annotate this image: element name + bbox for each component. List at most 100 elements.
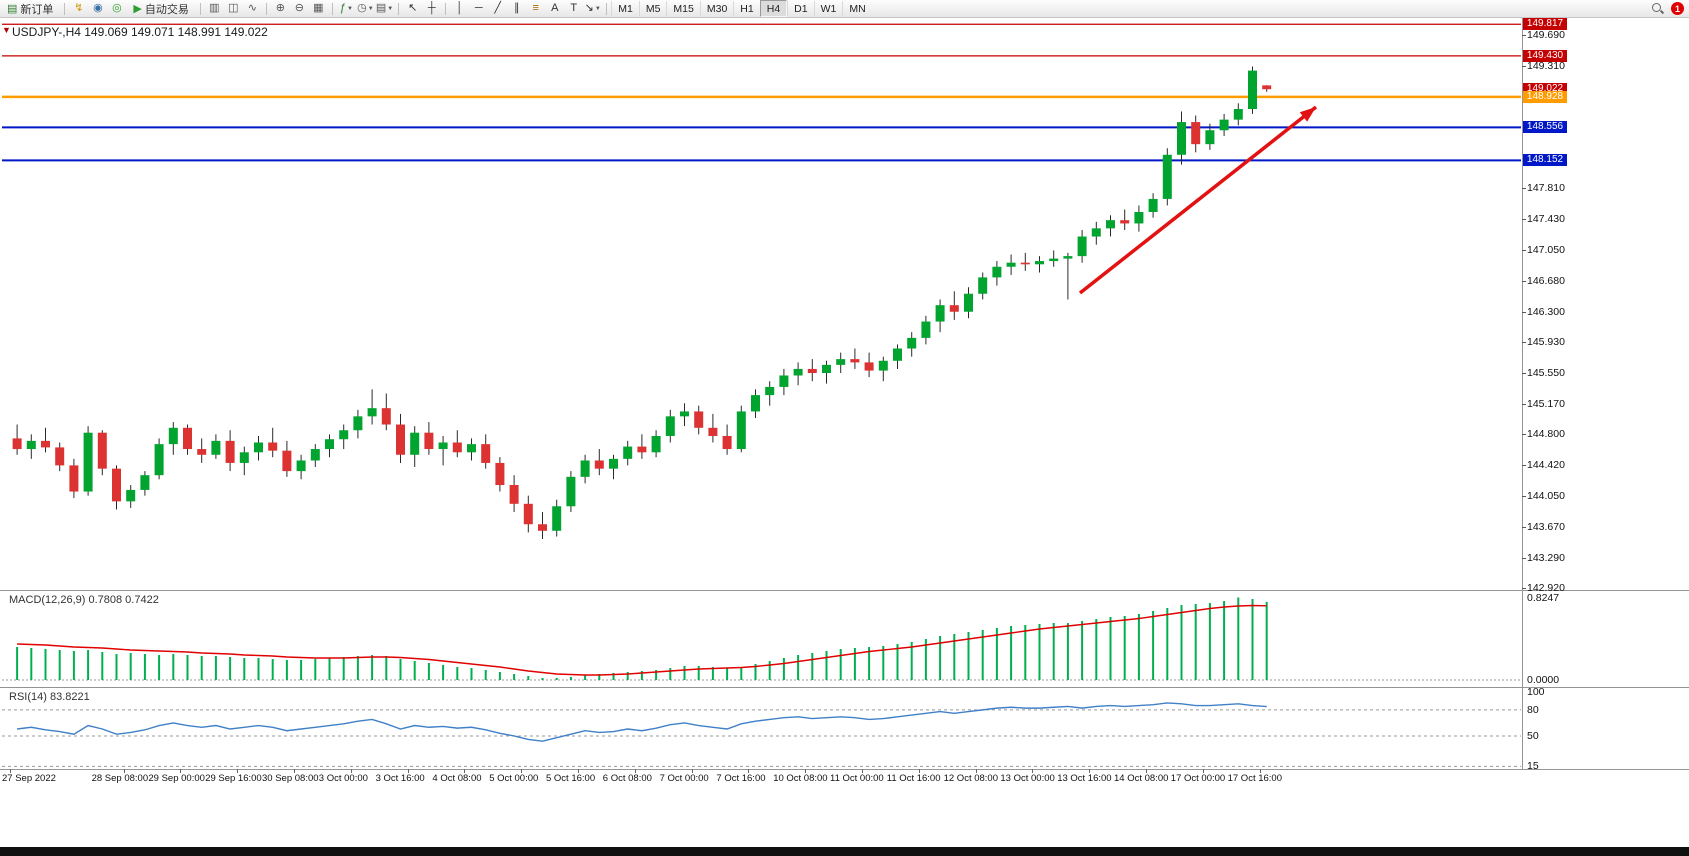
community-icon[interactable]: ◉: [93, 2, 103, 14]
rsi-panel-separator[interactable]: [0, 687, 1689, 688]
rsi-axis-label: 80: [1527, 703, 1539, 716]
chevron-down-icon: ▼: [367, 5, 374, 12]
time-axis-tickmark: [634, 769, 636, 773]
time-axis-tickmark: [805, 769, 807, 773]
arrows-icon[interactable]: ↘ ▼: [584, 2, 601, 14]
toolbar: ▤ 新订单 ↯ ◉ ◎ ▶ 自动交易 ▥ ◫ ∿ ⊕ ⊖ ▦ ƒ ▼ ◷ ▼ ▤ ▼ ↖ ┼ │ ─ ╱ ∥ ≡ A T ↘ ▼ M1 M5 M…: [0, 0, 1689, 18]
timeframe-m1[interactable]: M1: [611, 1, 639, 16]
time-axis-tickmark: [407, 769, 409, 773]
timeframe-m30[interactable]: M30: [699, 1, 733, 16]
charts-toggle-icon[interactable]: ↯: [74, 2, 84, 14]
price-axis-label: 146.300: [1527, 305, 1565, 318]
vertical-line-icon[interactable]: │: [456, 2, 464, 14]
bar-chart-icon[interactable]: ▥: [209, 2, 220, 14]
text-icon[interactable]: A: [551, 2, 559, 14]
price-axis-tickmark: [1522, 341, 1526, 343]
new-order-button-label: 新订单: [20, 3, 54, 16]
time-axis-tickmark: [1032, 769, 1034, 773]
price-badge-149.430: 149.430: [1523, 49, 1567, 62]
time-axis-tickmark: [862, 769, 863, 773]
search-icon[interactable]: [1651, 2, 1664, 15]
price-axis-label: 144.050: [1527, 489, 1565, 502]
time-axis-label: 29 Sep 00:00: [148, 773, 205, 784]
toolbar-separator: [265, 2, 267, 15]
timeframe-w1[interactable]: W1: [813, 1, 843, 16]
zoom-out-icon[interactable]: ⊖: [294, 2, 304, 14]
tile-windows-icon[interactable]: ▦: [313, 2, 324, 14]
price-badge-148.152: 148.152: [1523, 154, 1567, 167]
fibonacci-icon[interactable]: ≡: [532, 2, 539, 14]
price-axis-label: 145.170: [1527, 398, 1565, 411]
trend-arrow-head[interactable]: [1299, 107, 1316, 122]
autotrading-button[interactable]: ▶ 自动交易: [128, 1, 193, 16]
channel-icon[interactable]: ∥: [513, 2, 520, 14]
notification-badge[interactable]: 1: [1671, 2, 1684, 15]
time-axis-tickmark: [691, 769, 693, 773]
horizontal-line-icon[interactable]: ─: [474, 2, 483, 14]
timeframe-m5[interactable]: M5: [638, 1, 667, 16]
time-axis-label: 7 Oct 00:00: [659, 773, 709, 784]
templates-icon[interactable]: ▤ ▼: [375, 2, 394, 14]
price-axis-tickmark: [1522, 311, 1526, 313]
timeframe-h1[interactable]: H1: [733, 1, 759, 16]
time-axis-label: 12 Oct 08:00: [943, 773, 998, 784]
price-axis-label: 143.670: [1527, 520, 1565, 533]
new-order-button[interactable]: ▤ 新订单: [2, 1, 58, 16]
zoom-in-icon[interactable]: ⊕: [275, 2, 285, 14]
line-chart-icon[interactable]: ∿: [247, 2, 257, 14]
price-axis-separator: [1522, 17, 1523, 770]
time-axis-tickmark: [10, 769, 11, 773]
price-axis-tickmark: [1522, 526, 1526, 528]
rsi-line: [17, 702, 1267, 742]
periods-icon[interactable]: ◷ ▼: [357, 2, 374, 14]
timeframe-m15[interactable]: M15: [666, 1, 699, 16]
macd-axis-label: 0.0000: [1527, 674, 1560, 686]
crosshair-icon[interactable]: ┼: [427, 2, 436, 14]
time-axis-tickmark: [975, 769, 977, 773]
price-badge-148.928: 148.928: [1523, 90, 1567, 103]
price-axis-tickmark: [1522, 588, 1526, 589]
time-axis-label: 13 Oct 16:00: [1057, 773, 1112, 784]
price-axis-label: 143.290: [1527, 551, 1565, 564]
price-axis-label: 145.930: [1527, 335, 1565, 348]
bottom-strip: [0, 847, 1689, 856]
rsi-axis-label: 15: [1527, 760, 1539, 773]
label-icon[interactable]: T: [570, 2, 578, 14]
indicators-icon[interactable]: ƒ ▼: [339, 2, 353, 14]
price-axis-label: 142.920: [1527, 582, 1565, 594]
price-axis-label: 144.420: [1527, 459, 1565, 472]
trendline-icon[interactable]: ╱: [494, 2, 502, 14]
time-axis-label: 27 Sep 2022: [2, 773, 56, 784]
price-axis-tickmark: [1522, 65, 1526, 67]
rsi-axis-label: 100: [1527, 686, 1545, 699]
signals-icon[interactable]: ◎: [112, 2, 122, 14]
cursor-icon[interactable]: ↖: [408, 2, 418, 14]
time-axis-tickmark: [1202, 769, 1204, 773]
time-axis-label: 17 Oct 16:00: [1227, 773, 1282, 784]
chevron-down-icon: ▼: [346, 5, 353, 12]
price-axis-tickmark: [1522, 434, 1526, 436]
price-axis-tickmark: [1522, 557, 1526, 559]
time-axis-label: 30 Sep 08:00: [262, 773, 319, 784]
time-axis-tickmark: [1259, 769, 1261, 773]
macd-panel-separator[interactable]: [0, 590, 1689, 591]
candlestick-chart-icon[interactable]: ◫: [228, 2, 239, 14]
macd-signal-line: [17, 604, 1267, 676]
time-axis-label: 11 Oct 16:00: [886, 773, 941, 784]
time-axis-tickmark: [748, 769, 750, 773]
rsi-label: RSI(14) 83.8221: [9, 691, 90, 703]
price-axis-tickmark: [1522, 280, 1526, 282]
timeframe-mn[interactable]: MN: [842, 1, 871, 16]
time-axis-tickmark: [464, 769, 466, 773]
trend-arrow[interactable]: [1078, 105, 1318, 295]
timeframe-h4[interactable]: H4: [759, 0, 788, 17]
timeframe-d1[interactable]: D1: [787, 1, 813, 16]
toolbar-separator: [64, 2, 66, 15]
macd-label: MACD(12,26,9) 0.7808 0.7422: [9, 594, 159, 606]
time-axis-label: 3 Oct 00:00: [318, 773, 368, 784]
price-axis-label: 146.680: [1527, 274, 1565, 287]
price-axis-tickmark: [1522, 250, 1526, 252]
chart-collapse-icon[interactable]: ▼: [2, 25, 11, 35]
time-axis-label: 7 Oct 16:00: [716, 773, 766, 784]
